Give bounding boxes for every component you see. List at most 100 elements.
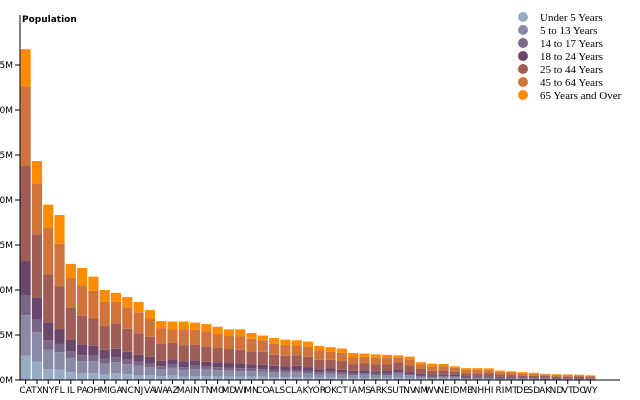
- bar-segment: [65, 263, 76, 279]
- y-tick-label: 10M: [0, 286, 13, 296]
- x-tick-label: UT: [392, 386, 405, 396]
- bar-segment: [573, 375, 585, 377]
- bar-segment: [156, 321, 167, 329]
- bar-segment: [461, 377, 472, 379]
- bar-segment: [65, 339, 76, 352]
- bar-segment: [110, 373, 122, 380]
- bar-segment: [110, 348, 122, 358]
- bar-segment: [370, 375, 381, 379]
- bar-segment: [314, 372, 325, 374]
- x-tick-label: AR: [370, 386, 382, 396]
- bar-segment: [77, 361, 88, 374]
- legend-label: 65 Years and Over: [540, 90, 622, 102]
- bar-segment: [31, 183, 43, 235]
- bar-segment: [178, 329, 189, 346]
- bar-segment: [404, 378, 415, 380]
- bar-segment: [31, 234, 43, 298]
- bar-segment: [246, 333, 257, 339]
- bar-segment: [415, 376, 427, 379]
- bar-segment: [404, 365, 415, 373]
- bar-segment: [291, 345, 302, 356]
- bar-segment: [167, 367, 178, 376]
- bar-segment: [280, 355, 291, 367]
- x-tick-label: NH: [471, 386, 485, 396]
- y-tick-label: 30M: [0, 106, 13, 116]
- bar-segment: [573, 376, 585, 379]
- x-tick-label: WY: [583, 386, 598, 396]
- bar-segment: [381, 358, 393, 365]
- bar-segment: [99, 301, 110, 327]
- bar-segment: [201, 346, 212, 362]
- bar-segment: [325, 347, 336, 352]
- bar-segment: [257, 371, 268, 377]
- bar-segment: [427, 376, 438, 378]
- legend-label: 25 to 44 Years: [540, 64, 603, 76]
- bar-segment: [54, 215, 65, 244]
- bar-segment: [528, 375, 539, 378]
- x-tick-label: MS: [358, 386, 372, 396]
- bar-segment: [280, 366, 291, 371]
- y-tick-label: 20M: [0, 196, 13, 206]
- bar-segment: [31, 332, 43, 362]
- bar-segment: [246, 351, 257, 365]
- bar-segment: [336, 361, 347, 370]
- x-tick-label: MI: [99, 386, 109, 396]
- bar-segment: [314, 373, 325, 378]
- bar-segment: [201, 369, 212, 377]
- x-tick-label: CO: [256, 386, 269, 396]
- x-tick-label: MT: [505, 386, 519, 396]
- bar-segment: [461, 368, 472, 370]
- bar-segment: [359, 356, 370, 364]
- bar-segment: [31, 297, 43, 320]
- bar-segment: [483, 378, 494, 380]
- bar-segment: [280, 377, 291, 380]
- bar-segment: [43, 340, 54, 350]
- bar-segment: [133, 301, 144, 313]
- bar-segment: [291, 340, 302, 346]
- bar-segment: [415, 375, 427, 377]
- bar-segment: [88, 361, 99, 374]
- bar-segment: [235, 329, 246, 337]
- y-tick-label: 0M: [0, 376, 13, 386]
- x-tick-label: VT: [562, 386, 574, 396]
- bar-segment: [336, 369, 347, 373]
- bar-segment: [144, 318, 155, 337]
- bar-segment: [122, 364, 133, 375]
- y-tick-label: 25M: [0, 151, 13, 161]
- x-tick-label: FL: [54, 386, 64, 396]
- bar-segment: [438, 366, 449, 371]
- x-tick-label: NJ: [134, 386, 143, 396]
- bar-segment: [133, 354, 144, 362]
- bar-segment: [381, 375, 393, 379]
- x-tick-label: NC: [121, 386, 134, 396]
- bar-segment: [381, 371, 393, 374]
- bar-segment: [291, 365, 302, 371]
- bar-segment: [325, 368, 336, 372]
- bar-segment: [156, 376, 167, 380]
- bar-segment: [20, 165, 31, 262]
- bar-segment: [291, 377, 302, 380]
- bar-segment: [302, 356, 314, 368]
- bar-segment: [54, 243, 65, 287]
- bar-segment: [223, 363, 235, 368]
- bar-segment: [540, 374, 551, 376]
- x-tick-label: WV: [425, 386, 441, 396]
- x-tick-label: OH: [86, 386, 100, 396]
- bar-segment: [381, 378, 393, 380]
- bar-segment: [483, 377, 494, 379]
- bar-segment: [494, 374, 506, 377]
- bar-segment: [54, 352, 65, 370]
- bar-segment: [506, 377, 517, 379]
- bar-segment: [348, 375, 359, 379]
- bar-segment: [77, 315, 88, 345]
- bar-segment: [88, 276, 99, 291]
- bar-segment: [122, 307, 133, 329]
- bar-segment: [77, 267, 88, 286]
- bar-segment: [336, 374, 347, 379]
- x-tick-label: WI: [234, 386, 246, 396]
- legend-label: 45 to 64 Years: [540, 77, 603, 89]
- x-tick-label: WA: [154, 386, 169, 396]
- x-tick-label: KY: [302, 386, 314, 396]
- bar-segment: [562, 379, 573, 380]
- bar-segment: [269, 377, 280, 380]
